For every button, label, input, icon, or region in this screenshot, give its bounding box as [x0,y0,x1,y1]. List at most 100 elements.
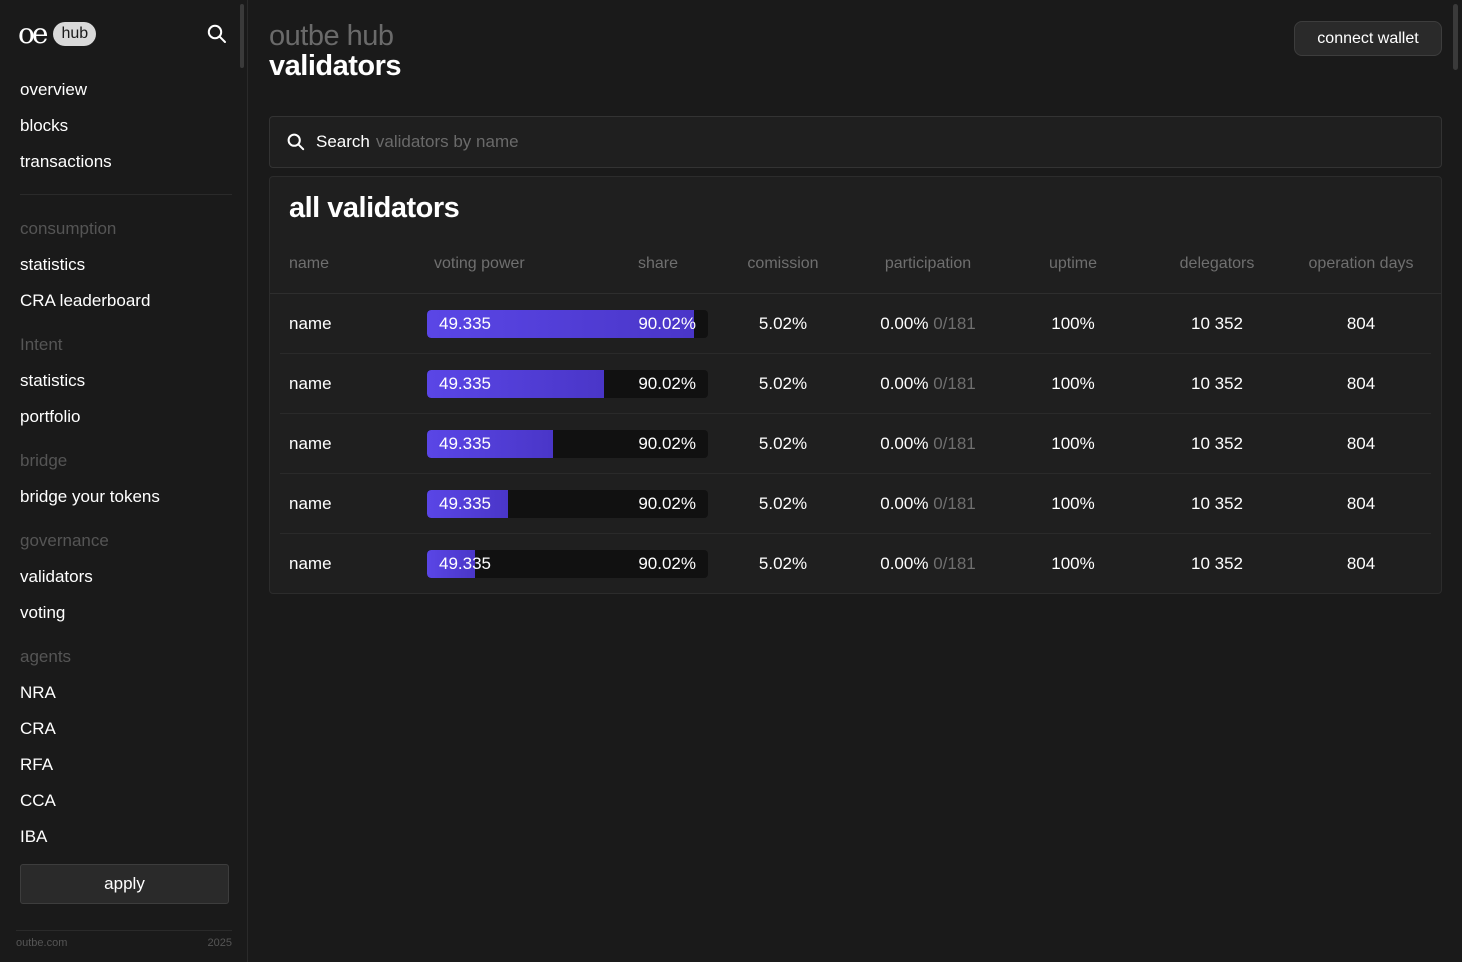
delegators-value: 10 352 [1191,494,1243,513]
validator-name[interactable]: name [289,314,332,333]
participation-value: 0.00% [880,494,929,513]
search-icon [287,133,305,151]
voting-power-value: 49.335 [439,554,491,573]
uptime-value: 100% [1051,494,1095,513]
delegators-value: 10 352 [1191,374,1243,393]
participation-cell: 0.00% 0/181 [880,314,975,334]
sidebar-item-nra[interactable]: NRA [20,683,56,702]
participation-value: 0.00% [880,434,929,453]
logo[interactable]: oe hub [18,17,97,50]
sidebar-divider [20,194,232,195]
apply-button[interactable]: apply [20,864,229,904]
voting-power-value: 49.335 [439,374,491,393]
participation-cell: 0.00% 0/181 [880,494,975,514]
footer-site-link[interactable]: outbe.com [16,937,68,949]
sidebar-item-portfolio[interactable]: portfolio [20,407,81,426]
voting-power-bar: 49.335 90.02% [427,550,708,578]
operation-days-value: 804 [1346,494,1376,513]
search-input[interactable] [375,132,1076,152]
participation-ratio: 0/181 [933,554,976,573]
search-icon[interactable] [206,23,228,45]
column-header-name[interactable]: name [289,255,330,272]
sidebar-item-iba[interactable]: IBA [20,827,48,846]
sidebar: oe hub overview blocks transactions cons… [0,0,248,962]
column-header-share[interactable]: share [638,255,679,272]
sidebar-item-bridge-tokens[interactable]: bridge your tokens [20,487,160,506]
delegators-value: 10 352 [1191,554,1243,573]
column-header-voting-power[interactable]: voting power [434,255,525,272]
sidebar-section-intent: Intent [20,335,63,354]
participation-ratio: 0/181 [933,494,976,513]
table-row[interactable]: name 49.335 90.02% 5.02% 0.00% 0/181 100… [270,294,1441,354]
share-value: 90.02% [638,494,696,513]
validator-name[interactable]: name [289,554,332,573]
participation-ratio: 0/181 [933,434,976,453]
table-row[interactable]: name 49.335 90.02% 5.02% 0.00% 0/181 100… [270,534,1441,594]
row-divider [280,533,1431,534]
sidebar-section-bridge: bridge [20,451,68,470]
participation-value: 0.00% [880,314,929,333]
column-header-operation-days[interactable]: operation days [1308,255,1414,272]
table-row[interactable]: name 49.335 90.02% 5.02% 0.00% 0/181 100… [270,414,1441,474]
operation-days-value: 804 [1346,554,1376,573]
connect-wallet-button[interactable]: connect wallet [1294,21,1442,56]
participation-ratio: 0/181 [933,314,976,333]
comission-value: 5.02% [758,434,808,453]
row-divider [280,413,1431,414]
sidebar-item-cra[interactable]: CRA [20,719,56,738]
sidebar-item-voting[interactable]: voting [20,603,66,622]
validator-name[interactable]: name [289,434,332,453]
sidebar-scrollbar[interactable] [240,4,244,68]
delegators-value: 10 352 [1191,314,1243,333]
sidebar-item-intent-statistics[interactable]: statistics [20,371,86,390]
table-row[interactable]: name 49.335 90.02% 5.02% 0.00% 0/181 100… [270,474,1441,534]
sidebar-item-transactions[interactable]: transactions [20,152,112,171]
search-bar[interactable]: Search [269,116,1442,168]
uptime-value: 100% [1051,434,1095,453]
voting-power-value: 49.335 [439,434,491,453]
voting-power-value: 49.335 [439,314,491,333]
footer-year: 2025 [207,937,232,949]
validator-name[interactable]: name [289,494,332,513]
voting-power-value: 49.335 [439,494,491,513]
sidebar-item-cca[interactable]: CCA [20,791,56,810]
sidebar-item-cra-leaderboard[interactable]: CRA leaderboard [20,291,151,310]
participation-value: 0.00% [880,554,929,573]
main-scrollbar[interactable] [1453,4,1458,70]
comission-value: 5.02% [758,554,808,573]
voting-power-bar: 49.335 90.02% [427,310,708,338]
comission-value: 5.02% [758,314,808,333]
table-header: name voting power share comission partic… [270,247,1441,294]
column-header-participation[interactable]: participation [884,255,972,272]
voting-power-fill [427,550,475,578]
operation-days-value: 804 [1346,314,1376,333]
validator-name[interactable]: name [289,374,332,393]
row-divider [280,353,1431,354]
sidebar-item-blocks[interactable]: blocks [20,116,69,135]
sidebar-item-validators[interactable]: validators [20,567,93,586]
comission-value: 5.02% [758,374,808,393]
sidebar-section-agents: agents [20,647,72,666]
column-header-delegators[interactable]: delegators [1179,255,1255,272]
table-title: all validators [289,192,460,224]
sidebar-item-consumption-statistics[interactable]: statistics [20,255,86,274]
voting-power-fill [427,490,509,518]
sidebar-item-overview[interactable]: overview [20,80,88,99]
voting-power-fill [427,310,694,338]
comission-value: 5.02% [758,494,808,513]
uptime-value: 100% [1051,554,1095,573]
operation-days-value: 804 [1346,434,1376,453]
sidebar-section-consumption: consumption [20,219,117,238]
sidebar-item-rfa[interactable]: RFA [20,755,54,774]
uptime-value: 100% [1051,374,1095,393]
voting-power-bar: 49.335 90.02% [427,430,708,458]
column-header-comission[interactable]: comission [747,255,819,272]
participation-ratio: 0/181 [933,374,976,393]
share-value: 90.02% [638,314,696,333]
search-label: Search [316,132,370,151]
column-header-uptime[interactable]: uptime [1048,255,1098,272]
logo-mark: oe [18,17,48,50]
table-row[interactable]: name 49.335 90.02% 5.02% 0.00% 0/181 100… [270,354,1441,414]
voting-power-bar: 49.335 90.02% [427,490,708,518]
